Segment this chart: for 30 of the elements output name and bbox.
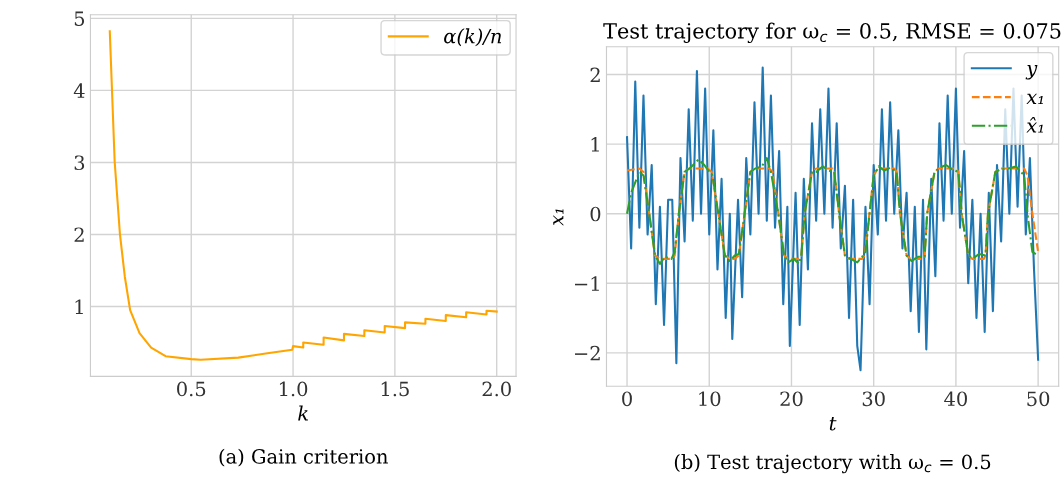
y-tick-label: 4: [73, 83, 85, 98]
y-tick-label: 2: [590, 67, 600, 82]
legend-label: y: [1025, 65, 1038, 80]
y-tick-label: −2: [575, 345, 600, 361]
x-axis-title: t: [829, 417, 837, 431]
x-tick-label: 2.0: [482, 381, 511, 397]
y-tick-label: 3: [74, 155, 85, 171]
x-axis-title: k: [298, 405, 309, 421]
legend-label: x̂₁: [1026, 116, 1043, 133]
y-tick-label: 1: [591, 137, 599, 152]
y-tick-label: 0: [590, 206, 601, 222]
y-tick-label: 5: [74, 11, 85, 27]
x-tick-label: 1.0: [279, 381, 308, 397]
y-axis-title: x₁: [553, 209, 564, 226]
chart-title: Test trajectory for ω$_{c}$ = 0.5, RMSE = 0.075: [603, 22, 1061, 44]
y-tick-label: −1: [575, 276, 599, 291]
x-tick-label: 0: [622, 391, 632, 407]
x-tick-label: 1.5: [381, 381, 409, 397]
text: (a) Gain criterion: [219, 448, 388, 467]
legend-label: α(k)/n: [444, 28, 502, 47]
text: (b) Test trajectory with ω$_{c}$ = 0.5: [674, 454, 991, 474]
x-tick-label: 30: [862, 391, 885, 407]
y-tick-label: 2: [74, 227, 84, 242]
x-tick-label: 50: [1027, 391, 1050, 407]
x-tick-label: 40: [944, 391, 967, 407]
x-tick-label: 0.5: [177, 381, 206, 397]
y-tick-label: 1: [75, 299, 83, 314]
x-tick-label: 10: [699, 391, 721, 407]
x-tick-label: 20: [780, 391, 803, 407]
legend-label: x₁: [1026, 93, 1043, 105]
